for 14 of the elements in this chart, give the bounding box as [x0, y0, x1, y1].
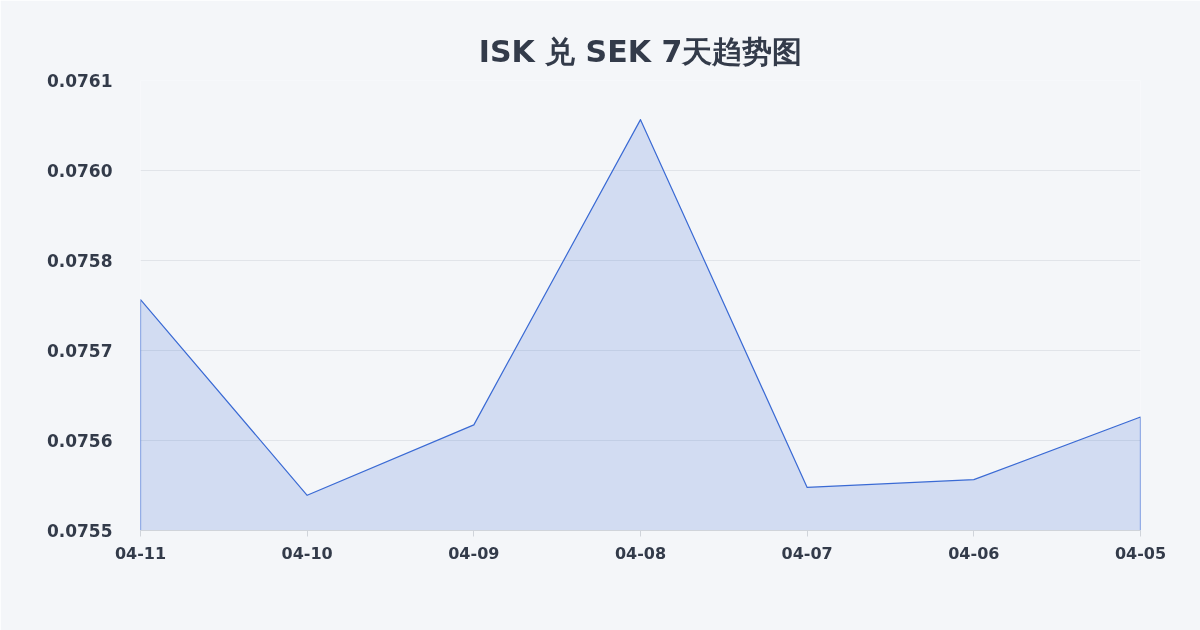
y-tick-label: 0.0760: [46, 161, 113, 181]
y-tick-label: 0.0755: [46, 521, 113, 541]
x-tick-label: 04-08: [614, 543, 667, 563]
chart-title: ISK 兑 SEK 7天趋势图: [478, 33, 803, 69]
x-tick-label: 04-11: [114, 543, 167, 563]
x-tick-label: 04-07: [781, 543, 833, 563]
y-tick-label: 0.0761: [46, 71, 113, 91]
y-tick-label: 0.0756: [46, 431, 113, 451]
x-tick-label: 04-06: [948, 543, 1000, 563]
y-tick-label: 0.0757: [46, 341, 113, 361]
x-tick-label: 04-10: [281, 543, 333, 563]
x-tick-label: 04-05: [1114, 543, 1167, 563]
y-tick-label: 0.0758: [46, 251, 113, 271]
x-tick-label: 04-09: [448, 543, 500, 563]
